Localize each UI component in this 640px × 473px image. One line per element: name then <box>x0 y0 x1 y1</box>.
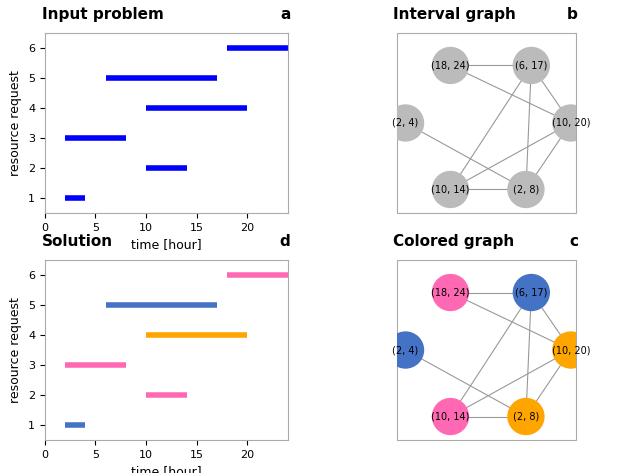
Text: (10, 20): (10, 20) <box>552 118 590 128</box>
Text: (18, 24): (18, 24) <box>431 288 470 298</box>
Ellipse shape <box>553 332 589 368</box>
Text: (6, 17): (6, 17) <box>515 61 548 70</box>
Ellipse shape <box>388 105 424 141</box>
Text: (10, 14): (10, 14) <box>431 412 470 421</box>
Ellipse shape <box>513 47 549 83</box>
Text: (2, 8): (2, 8) <box>513 184 539 194</box>
Text: c: c <box>569 234 578 249</box>
Ellipse shape <box>553 105 589 141</box>
Text: (2, 4): (2, 4) <box>392 118 419 128</box>
Text: d: d <box>280 234 291 249</box>
Ellipse shape <box>508 399 544 435</box>
Ellipse shape <box>513 274 549 310</box>
Y-axis label: resource request: resource request <box>10 297 22 403</box>
Text: Interval graph: Interval graph <box>393 7 516 22</box>
Ellipse shape <box>508 172 544 208</box>
Text: Solution: Solution <box>42 234 113 249</box>
Ellipse shape <box>433 47 468 83</box>
Text: (18, 24): (18, 24) <box>431 61 470 70</box>
Text: (6, 17): (6, 17) <box>515 288 548 298</box>
Text: a: a <box>280 7 291 22</box>
Ellipse shape <box>388 332 424 368</box>
Ellipse shape <box>433 399 468 435</box>
Text: Colored graph: Colored graph <box>393 234 514 249</box>
Text: (10, 14): (10, 14) <box>431 184 470 194</box>
X-axis label: time [hour]: time [hour] <box>131 465 202 473</box>
Text: Input problem: Input problem <box>42 7 164 22</box>
Text: (2, 4): (2, 4) <box>392 345 419 355</box>
Ellipse shape <box>433 172 468 208</box>
Text: b: b <box>567 7 578 22</box>
Text: (2, 8): (2, 8) <box>513 412 539 421</box>
Text: (10, 20): (10, 20) <box>552 345 590 355</box>
X-axis label: time [hour]: time [hour] <box>131 238 202 251</box>
Ellipse shape <box>433 274 468 310</box>
Y-axis label: resource request: resource request <box>10 70 22 176</box>
